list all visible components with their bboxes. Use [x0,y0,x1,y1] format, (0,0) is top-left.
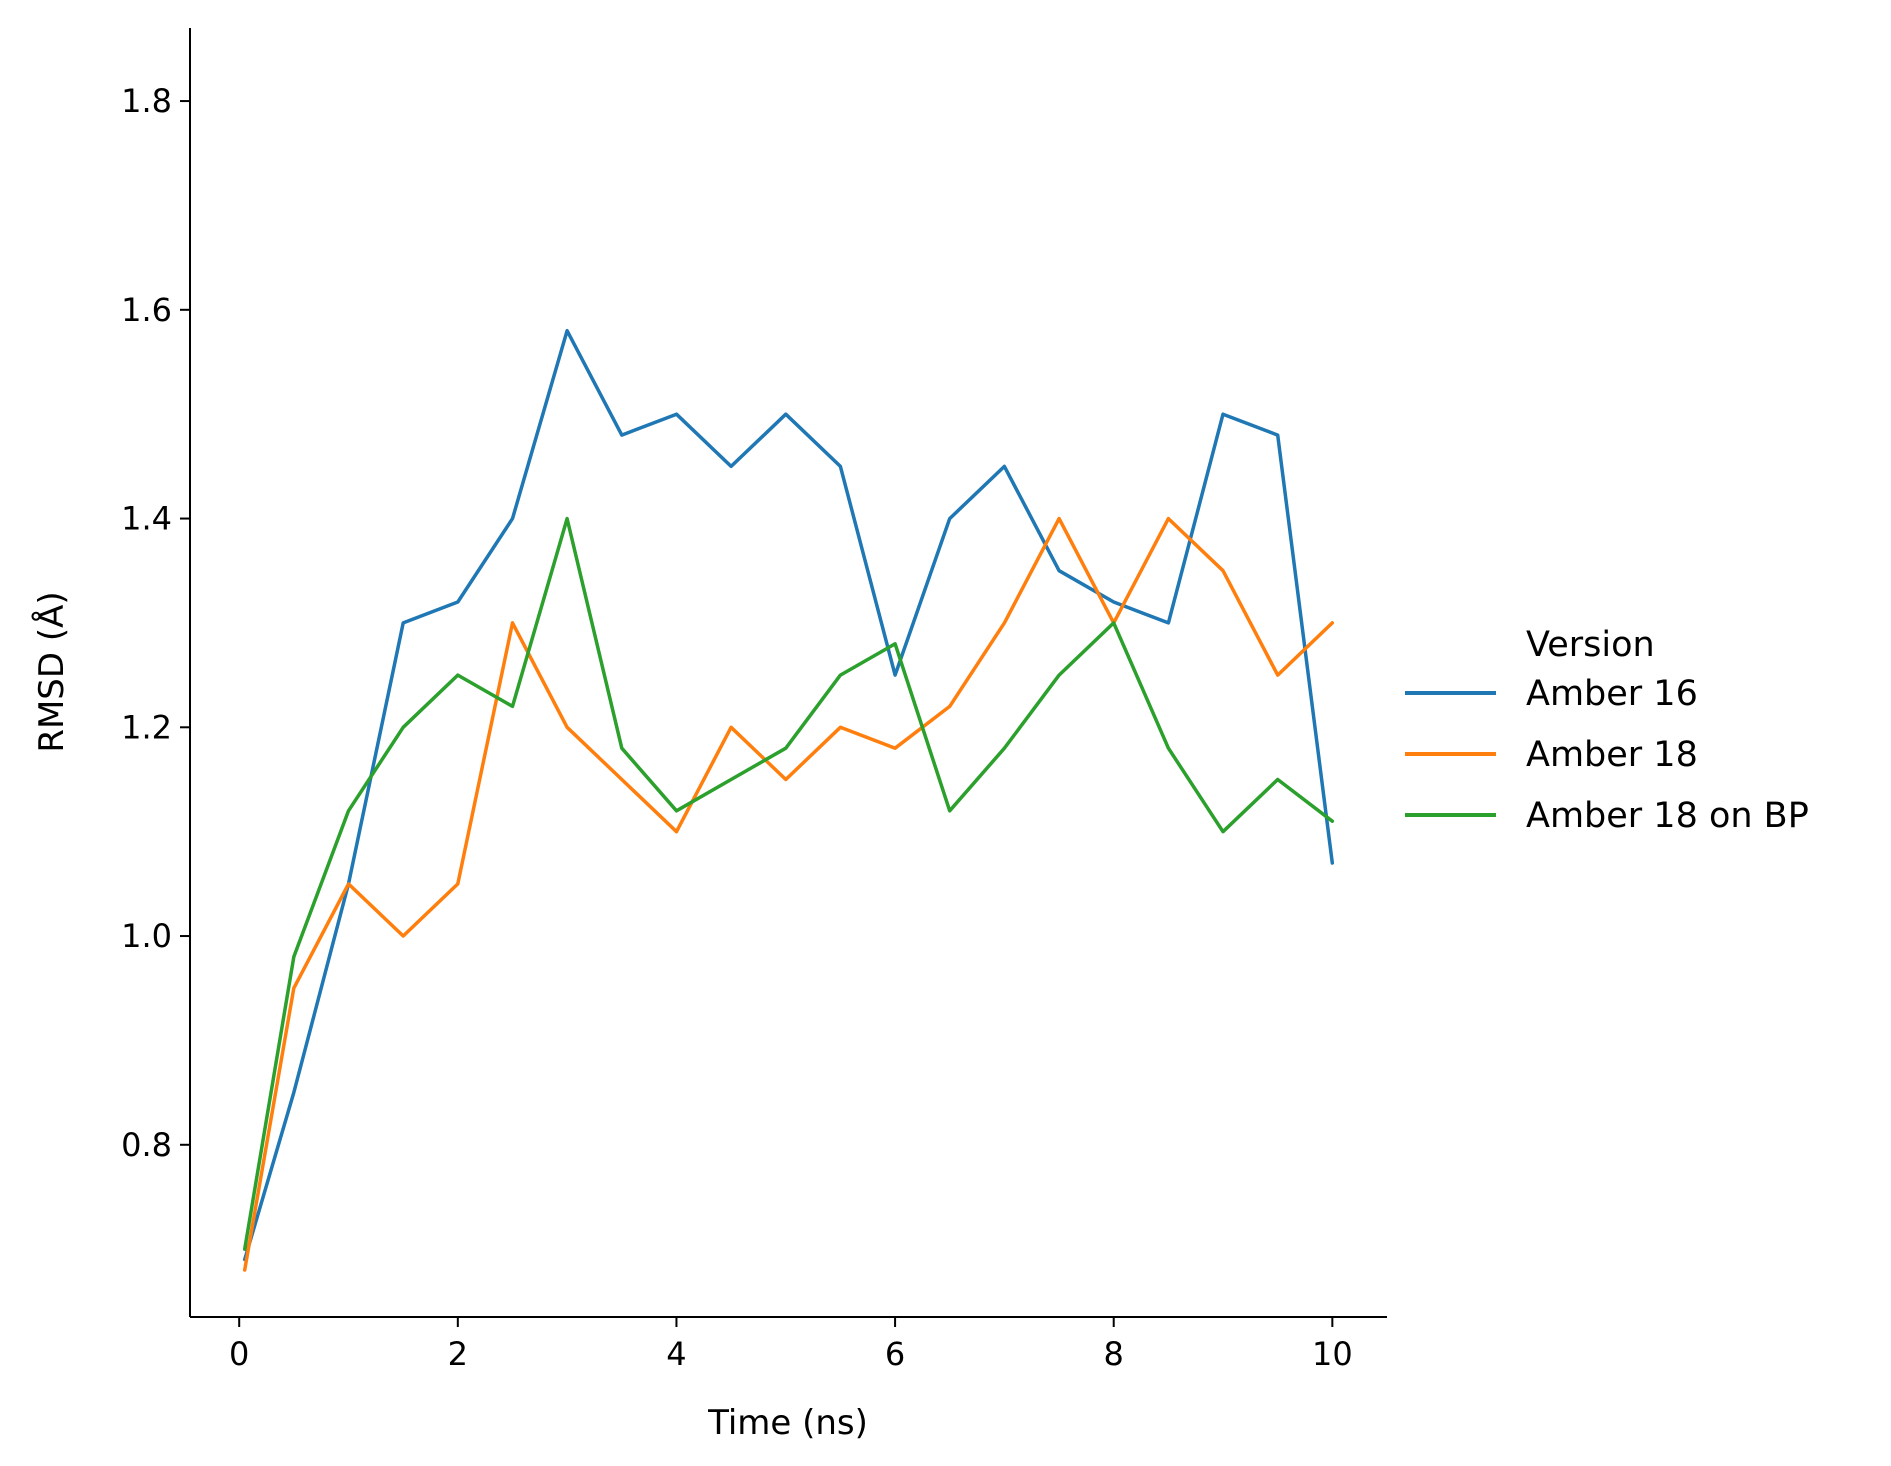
y-tick-label: 0.8 [121,1126,172,1164]
legend-label: Amber 16 [1526,674,1698,714]
y-axis-label: RMSD (Å) [31,591,72,752]
y-tick-label: 1.4 [121,500,172,538]
legend-label: Amber 18 on BP [1526,796,1809,836]
x-tick-label: 6 [885,1335,905,1373]
series-line-amber-16 [242,328,1335,1262]
legend-title: Version [1526,625,1655,665]
series-line-amber-18-on-bp [242,516,1335,1251]
plot-lines [242,328,1335,1272]
legend-label: Amber 18 [1526,735,1698,775]
x-tick-label: 0 [229,1335,249,1373]
x-tick-label: 4 [666,1335,686,1373]
legend: Version Amber 16 Amber 18 Amber 18 on BP [1405,625,1809,836]
x-axis-label: Time (ns) [707,1403,868,1443]
x-ticks: 0 2 4 6 8 10 [229,1317,1353,1373]
y-tick-label: 1.8 [121,82,172,120]
x-tick-label: 8 [1104,1335,1124,1373]
y-tick-label: 1.0 [121,917,172,955]
x-tick-label: 2 [448,1335,468,1373]
y-tick-label: 1.6 [121,291,172,329]
y-ticks: 0.8 1.0 1.2 1.4 1.6 1.8 [121,82,190,1164]
series-line-amber-18 [242,516,1335,1272]
x-tick-label: 10 [1312,1335,1353,1373]
y-tick-label: 1.2 [121,708,172,746]
